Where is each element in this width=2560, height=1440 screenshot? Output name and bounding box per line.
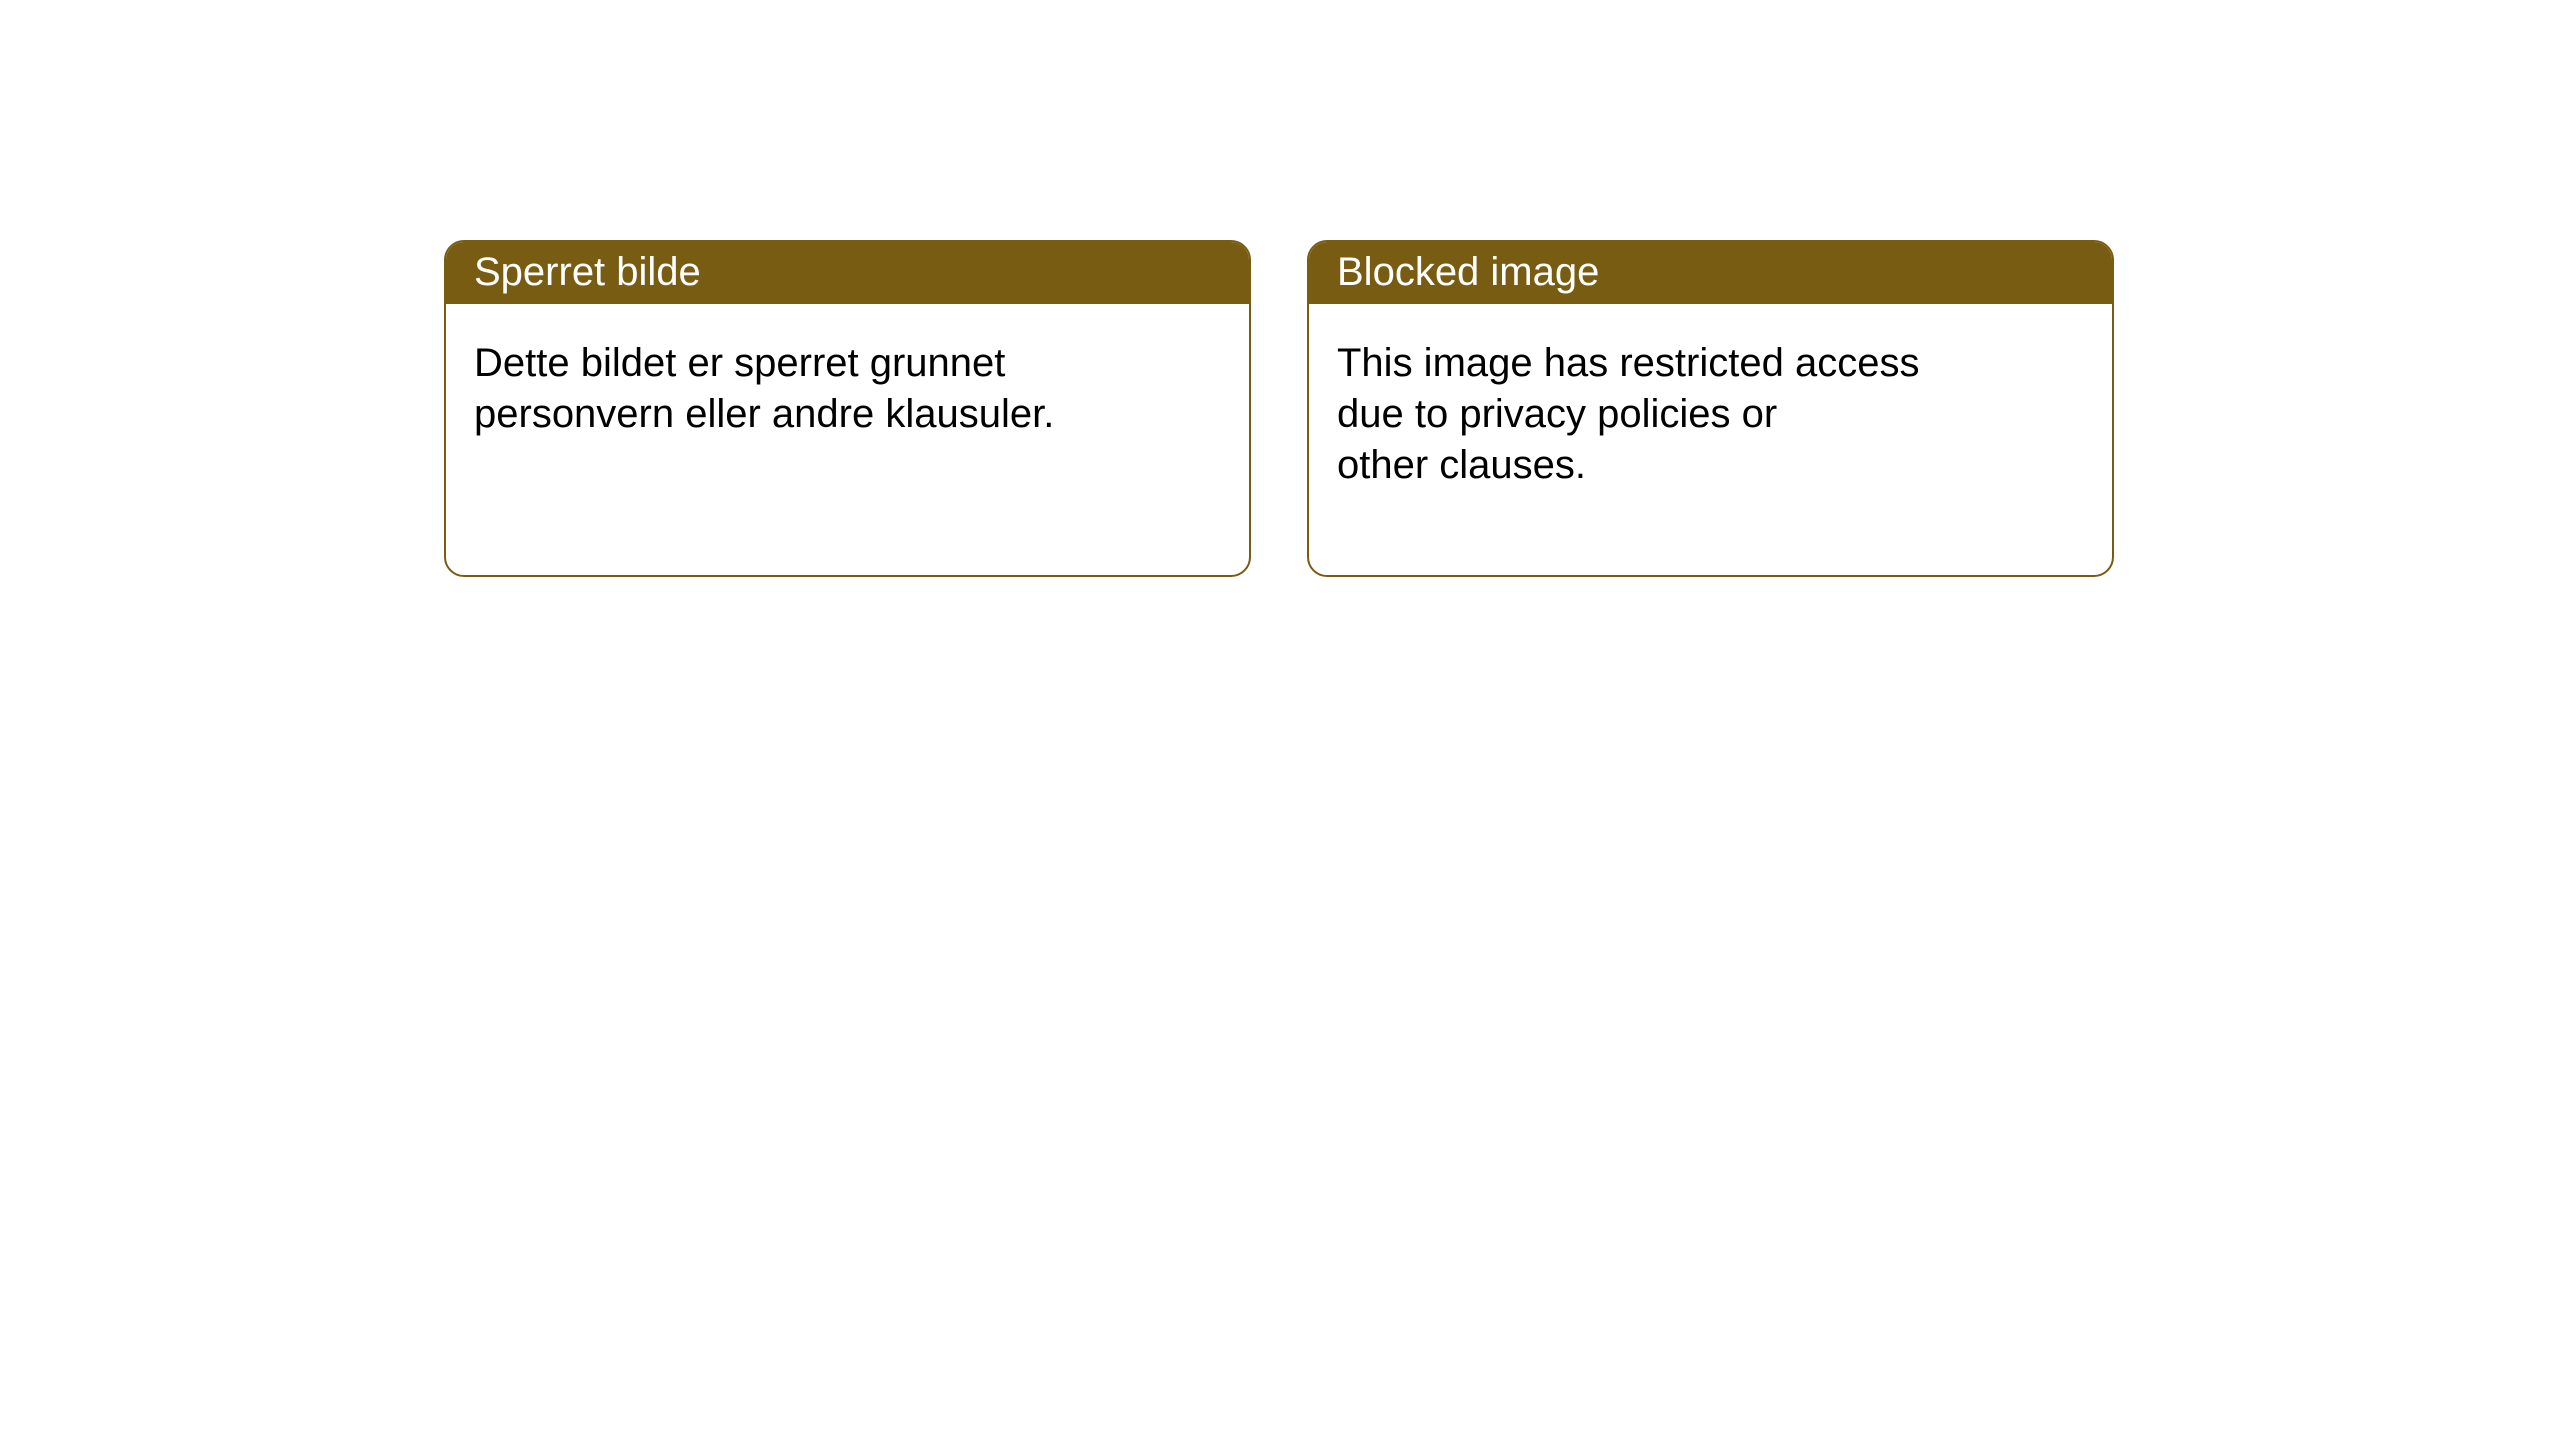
cards-row: Sperret bilde Dette bildet er sperret gr… [444, 240, 2114, 577]
card-title: Blocked image [1309, 242, 2112, 304]
blocked-image-card-no: Sperret bilde Dette bildet er sperret gr… [444, 240, 1251, 577]
card-title: Sperret bilde [446, 242, 1249, 304]
card-body-text: This image has restricted access due to … [1309, 304, 2112, 512]
card-body-text: Dette bildet er sperret grunnet personve… [446, 304, 1249, 460]
blocked-image-card-en: Blocked image This image has restricted … [1307, 240, 2114, 577]
